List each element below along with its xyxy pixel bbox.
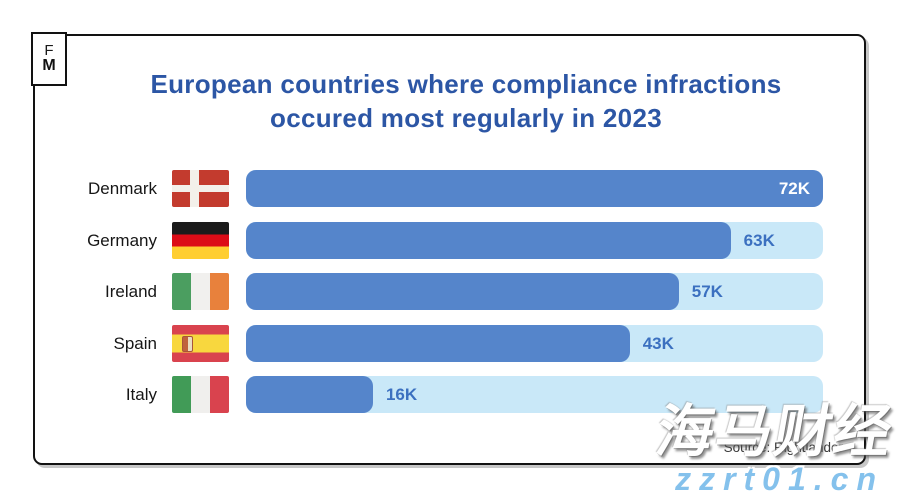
chart-title-line2: occured most regularly in 2023: [270, 103, 662, 133]
italy-flag: [172, 376, 229, 413]
country-label: Italy: [125, 385, 157, 404]
fm-logo: F M: [31, 32, 67, 86]
fm-logo-letter-m: M: [42, 57, 56, 75]
bar-value: 72K: [778, 179, 810, 198]
watermark-text: 海马财经: [651, 400, 899, 464]
bar-row: Italy 16K: [0, 376, 900, 413]
bar-value: 16K: [385, 385, 418, 404]
country-label: Denmark: [88, 179, 157, 198]
germany-flag: [172, 221, 229, 259]
watermark-domain: zzrt01.cn: [675, 461, 884, 497]
bar-fill: [246, 324, 630, 362]
bar-value: 63K: [743, 230, 775, 250]
country-label: Germany: [87, 230, 157, 250]
bar-value: 57K: [691, 282, 723, 301]
bar-track: 72K: [246, 170, 823, 207]
fm-logo-letter-f: F: [44, 41, 54, 59]
bar-row: Denmark 72K: [0, 170, 900, 207]
bar-track: 63K: [246, 221, 823, 259]
spain-flag: [172, 324, 229, 362]
bar-fill: [246, 376, 373, 413]
country-label: Spain: [113, 333, 157, 353]
bar-row: Spain 43K: [0, 324, 900, 362]
bar-track: 57K: [246, 273, 823, 310]
bar-value: 43K: [642, 333, 674, 353]
denmark-flag: [172, 170, 229, 207]
ireland-flag: [172, 273, 229, 310]
bar-row: Germany 63K: [0, 221, 900, 259]
bar-fill: [246, 273, 679, 310]
bar-row: Ireland 57K: [0, 273, 900, 310]
country-label: Ireland: [105, 282, 157, 301]
bar-track: 43K: [246, 324, 823, 362]
chart-title-line1: European countries where compliance infr…: [150, 69, 782, 99]
chart-title: European countries where compliance infr…: [66, 67, 866, 135]
bar-track: 16K: [246, 376, 823, 413]
bar-fill: [246, 221, 731, 259]
bar-fill: 72K: [246, 170, 823, 207]
source-credit: Source: Rightlander: [723, 440, 843, 455]
